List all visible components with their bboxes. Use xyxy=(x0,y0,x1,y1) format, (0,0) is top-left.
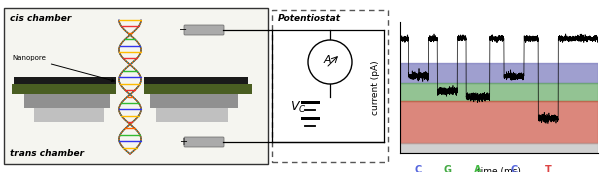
Bar xyxy=(12,84,116,94)
Circle shape xyxy=(308,40,352,84)
Bar xyxy=(400,63,598,83)
X-axis label: time (ms): time (ms) xyxy=(477,167,520,172)
Text: (b): (b) xyxy=(491,171,506,172)
Text: −: − xyxy=(179,25,187,35)
Bar xyxy=(34,108,104,122)
Bar xyxy=(4,8,268,164)
Text: $V_C$: $V_C$ xyxy=(290,99,307,115)
FancyBboxPatch shape xyxy=(184,137,224,147)
Text: cis chamber: cis chamber xyxy=(10,14,71,23)
Bar xyxy=(150,94,238,108)
Text: C: C xyxy=(511,165,518,172)
Text: A: A xyxy=(474,165,482,172)
Bar xyxy=(400,83,598,101)
Bar xyxy=(156,108,228,122)
Bar xyxy=(272,10,388,162)
Text: G: G xyxy=(443,165,451,172)
Bar xyxy=(400,143,598,153)
Bar xyxy=(400,101,598,143)
Bar xyxy=(24,94,110,108)
Bar xyxy=(144,77,248,84)
Text: T: T xyxy=(545,165,551,172)
Text: +: + xyxy=(179,137,187,147)
FancyBboxPatch shape xyxy=(184,25,224,35)
Text: Nanopore: Nanopore xyxy=(12,55,114,82)
Y-axis label: current (pA): current (pA) xyxy=(371,60,379,115)
Text: C: C xyxy=(415,165,422,172)
Bar xyxy=(14,77,116,84)
Bar xyxy=(144,84,252,94)
Text: A: A xyxy=(323,55,331,65)
Text: trans chamber: trans chamber xyxy=(10,149,84,158)
Text: Potentiostat: Potentiostat xyxy=(278,14,341,23)
